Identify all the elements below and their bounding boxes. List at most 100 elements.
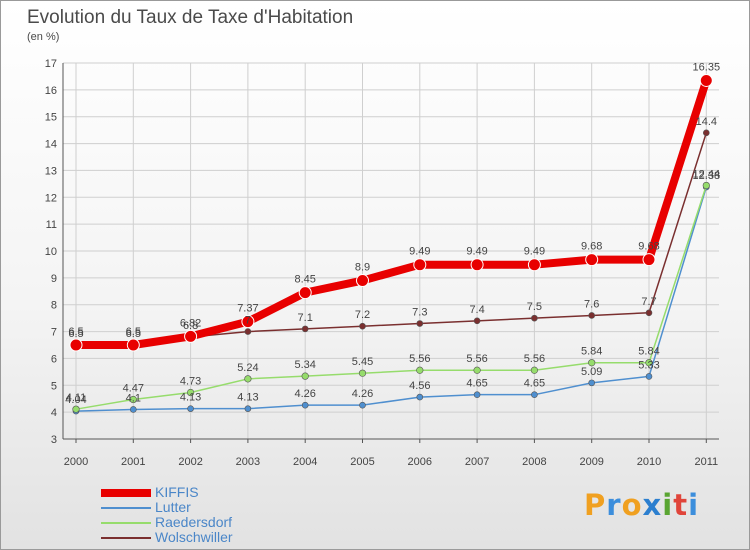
data-label-raedersdorf: 4.73 [180,376,201,388]
data-point-lutter [416,393,424,401]
data-point-kiffis [699,73,713,87]
y-tick-label: 6 [51,353,57,365]
data-point-raedersdorf [358,369,367,377]
legend-label: Raedersdorf [155,514,233,530]
data-label-kiffis: 8.45 [294,274,315,286]
y-tick-label: 11 [46,219,57,231]
data-label-raedersdorf: 5.84 [581,346,602,358]
data-label-wolschwiller: 7.3 [412,307,427,319]
data-label-raedersdorf: 5.56 [409,353,430,365]
data-point-lutter [244,405,252,412]
data-label-raedersdorf: 4.11 [66,392,87,404]
data-point-kiffis [298,286,312,300]
data-point-kiffis [184,329,198,343]
data-label-wolschwiller: 7 [245,315,251,327]
chart-unit-label: (en %) [27,31,60,43]
data-point-wolschwiller [702,129,710,137]
data-point-wolschwiller [416,320,424,327]
data-label-wolschwiller: 7.5 [527,301,542,313]
y-tick-label: 9 [51,273,57,285]
data-point-kiffis [126,338,140,352]
data-point-raedersdorf [416,366,424,374]
data-point-raedersdorf [72,405,80,413]
legend-item-lutter: Lutter [101,500,301,515]
data-label-wolschwiller: 7.7 [641,296,656,308]
data-point-kiffis [527,258,541,272]
data-label-kiffis: 9.68 [581,241,602,253]
legend-swatch [101,537,151,539]
x-tick-label: 2003 [236,456,260,468]
data-label-raedersdorf: 5.24 [237,362,258,374]
data-label-lutter: 4.26 [294,388,315,400]
data-label-raedersdorf: 12.44 [693,168,721,180]
data-label-wolschwiller: 7.1 [298,312,313,324]
data-point-kiffis [585,253,599,267]
y-tick-label: 7 [51,327,57,339]
data-point-wolschwiller [588,312,596,319]
data-point-wolschwiller [301,325,309,333]
proxiti-logo: Proxiti [584,488,699,522]
data-label-lutter: 4.1 [126,392,141,404]
data-label-raedersdorf: 5.34 [294,359,315,371]
y-tick-label: 4 [51,407,57,419]
data-label-raedersdorf: 5.45 [352,356,373,368]
data-point-raedersdorf [129,395,137,404]
data-point-raedersdorf [301,372,309,380]
data-label-lutter: 4.04 [65,394,86,406]
series-line-wolschwiller [75,132,708,346]
logo-letter: i [662,488,674,522]
data-point-wolschwiller [645,309,653,317]
data-label-wolschwiller: 14.4 [696,116,717,128]
x-tick-label: 2004 [293,456,317,468]
legend-swatch [101,507,151,509]
chart-legend: KIFFIS Lutter Raedersdorf Wolschwiller [101,485,301,545]
data-label-lutter: 4.65 [524,378,545,390]
data-point-kiffis [413,258,427,272]
x-tick-label: 2008 [522,456,546,468]
y-tick-label: 5 [51,380,57,392]
data-point-raedersdorf [473,366,481,374]
data-point-lutter [130,406,137,413]
data-label-kiffis: 9.49 [466,246,487,258]
data-point-raedersdorf [244,375,252,383]
data-point-raedersdorf [588,359,596,367]
y-tick-label: 17 [45,58,57,70]
data-point-lutter [588,379,596,387]
data-label-kiffis: 16.35 [693,61,721,73]
x-tick-label: 2000 [64,456,88,468]
data-point-wolschwiller [531,314,538,322]
x-tick-label: 2010 [637,456,661,468]
data-point-lutter [187,405,194,412]
data-label-raedersdorf: 4.47 [123,383,144,395]
data-label-wolschwiller: 6.5 [68,328,83,340]
data-point-lutter [359,401,366,409]
legend-item-wolschwiller: Wolschwiller [101,530,301,545]
data-label-lutter: 4.13 [237,392,258,404]
data-point-kiffis [241,315,255,329]
logo-letter: x [642,488,663,522]
data-label-kiffis: 9.49 [524,246,545,258]
data-label-kiffis: 9.49 [409,246,430,258]
series-line-kiffis [72,76,711,349]
data-label-lutter: 4.26 [352,388,373,400]
legend-item-raedersdorf: Raedersdorf [101,515,301,530]
data-point-lutter [645,373,653,380]
series-line-lutter [75,186,708,412]
data-point-raedersdorf [530,366,539,374]
data-point-kiffis [470,258,484,272]
x-tick-label: 2009 [579,456,603,468]
data-label-lutter: 4.65 [466,378,487,390]
data-label-wolschwiller: 7.6 [584,298,599,310]
data-point-raedersdorf [187,388,195,397]
data-point-lutter [531,391,538,398]
data-label-kiffis: 6.82 [180,317,201,329]
y-tick-label: 14 [45,139,57,151]
data-label-wolschwiller: 7.4 [469,304,484,316]
data-label-kiffis: 8.9 [355,262,370,274]
logo-letter: t [673,488,689,522]
data-point-wolschwiller [244,328,252,335]
data-label-wolschwiller: 6.5 [126,328,141,340]
data-label-lutter: 5.33 [638,359,659,371]
